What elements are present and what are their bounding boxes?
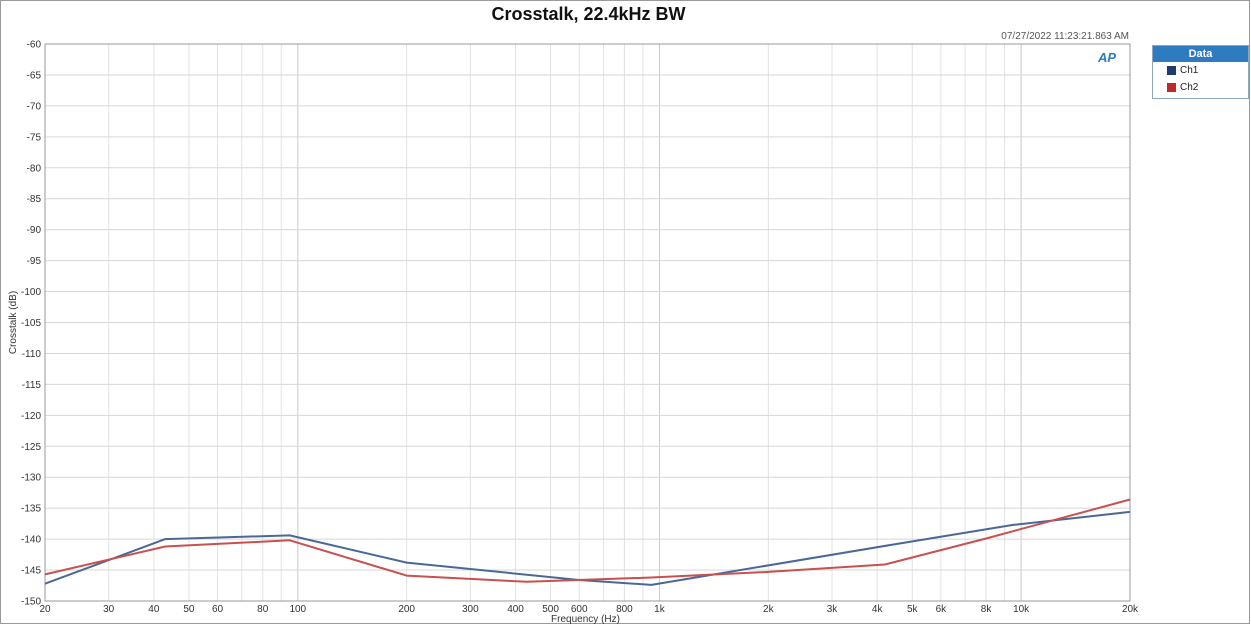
y-tick-label: -125 — [21, 442, 41, 453]
legend-swatch-ch2 — [1167, 83, 1176, 92]
x-tick-label: 5k — [907, 604, 919, 615]
x-tick-label: 20 — [39, 604, 51, 615]
y-tick-label: -75 — [27, 132, 42, 143]
x-tick-label: 40 — [148, 604, 160, 615]
y-tick-label: -120 — [21, 411, 41, 422]
series-line-ch1 — [44, 510, 1131, 586]
y-tick-label: -145 — [21, 566, 41, 577]
x-tick-label: 80 — [257, 604, 269, 615]
y-tick-label: -110 — [22, 349, 42, 360]
x-tick-label: 6k — [936, 604, 948, 615]
x-tick-label: 300 — [462, 604, 479, 615]
x-tick-label: 3k — [827, 604, 839, 615]
chart-title: Crosstalk, 22.4kHz BW — [491, 4, 686, 24]
x-tick-label: 60 — [212, 604, 224, 615]
y-tick-label: -140 — [21, 535, 41, 546]
legend-swatch-ch1 — [1167, 66, 1176, 75]
series-line-ch2 — [44, 498, 1131, 583]
x-tick-label: 500 — [542, 604, 559, 615]
x-tick-label: 4k — [872, 604, 884, 615]
x-tick-label: 30 — [103, 604, 115, 615]
x-tick-label: 800 — [616, 604, 633, 615]
y-tick-label: -150 — [21, 597, 41, 608]
y-axis-label: Crosstalk (dB) — [8, 291, 19, 354]
x-tick-label: 1k — [654, 604, 666, 615]
x-tick-label: 20k — [1122, 604, 1139, 615]
legend-item-ch2[interactable]: Ch2 — [1153, 79, 1248, 96]
y-tick-label: -100 — [21, 287, 41, 298]
x-tick-label: 50 — [183, 604, 195, 615]
legend-label-ch1: Ch1 — [1180, 65, 1199, 76]
y-tick-label: -95 — [27, 256, 42, 267]
x-tick-label: 100 — [289, 604, 306, 615]
ap-logo-icon: AP — [1098, 50, 1117, 65]
x-tick-label: 10k — [1013, 604, 1030, 615]
y-tick-label: -130 — [21, 473, 41, 484]
y-tick-label: -135 — [21, 504, 41, 515]
timestamp: 07/27/2022 11:23:21.863 AM — [1001, 31, 1129, 42]
x-axis-label: Frequency (Hz) — [551, 614, 620, 625]
x-tick-label: 400 — [507, 604, 524, 615]
legend-item-ch1[interactable]: Ch1 — [1153, 62, 1248, 79]
x-tick-label: 600 — [571, 604, 588, 615]
y-tick-label: -65 — [27, 70, 42, 81]
y-tick-label: -115 — [22, 380, 42, 391]
x-tick-label: 8k — [981, 604, 993, 615]
legend-label-ch2: Ch2 — [1180, 82, 1199, 93]
y-tick-label: -85 — [27, 194, 42, 205]
y-tick-label: -80 — [27, 163, 42, 174]
y-tick-label: -60 — [27, 40, 42, 51]
y-tick-label: -70 — [27, 101, 42, 112]
plot-border — [44, 43, 1131, 602]
x-tick-label: 2k — [763, 604, 775, 615]
y-tick-label: -90 — [27, 225, 42, 236]
legend-title: Data — [1153, 46, 1248, 62]
legend: Data Ch1 Ch2 — [1152, 45, 1249, 99]
y-tick-label: -105 — [21, 318, 41, 329]
x-tick-label: 200 — [398, 604, 415, 615]
